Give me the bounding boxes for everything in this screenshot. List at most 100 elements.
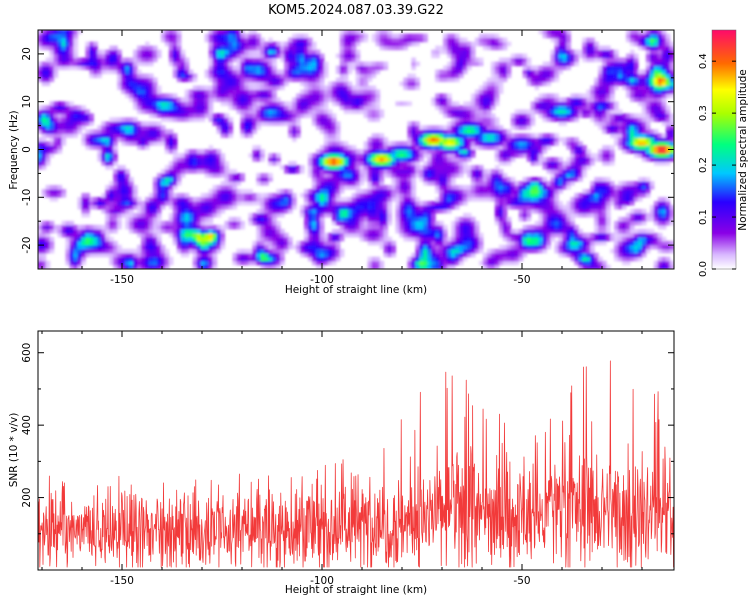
heatmap-cell: [443, 113, 448, 118]
heatmap-cell: [125, 204, 130, 210]
heatmap-cell: [129, 204, 134, 210]
heatmap-cell: [160, 137, 166, 142]
heatmap-cell: [232, 101, 238, 106]
heatmap-cell: [101, 208, 106, 214]
heatmap-cell: [208, 260, 214, 266]
heatmap-cell: [482, 177, 488, 182]
heatmap-cell: [152, 197, 158, 202]
heatmap-cell: [73, 117, 79, 122]
heatmap-cell: [490, 169, 496, 174]
heatmap-cell: [137, 141, 142, 146]
heatmap-cell: [236, 69, 242, 75]
heatmap-cell: [93, 53, 98, 59]
heatmap-cell: [470, 129, 476, 134]
heatmap-cell: [61, 121, 67, 126]
heatmap-cell: [323, 165, 329, 170]
heatmap-cell: [133, 248, 138, 254]
heatmap-cell: [176, 49, 182, 55]
heatmap-cell: [260, 181, 265, 186]
heatmap-cell: [459, 145, 464, 150]
heatmap-cell: [41, 236, 47, 242]
heatmap-cell: [502, 228, 508, 234]
heatmap-cell: [141, 121, 146, 126]
heatmap-cell: [133, 101, 138, 106]
heatmap-cell: [200, 252, 206, 258]
heatmap-cell: [164, 33, 170, 39]
heatmap-cell: [319, 61, 325, 67]
heatmap-cell: [550, 197, 556, 202]
heatmap-cell: [439, 73, 444, 79]
heatmap-cell: [41, 133, 47, 138]
heatmap-cell: [339, 248, 345, 254]
heatmap-cell: [49, 137, 55, 142]
heatmap-cell: [494, 200, 500, 206]
heatmap-cell: [109, 216, 114, 222]
heatmap-cell: [506, 57, 512, 63]
heatmap-cell: [212, 240, 218, 246]
heatmap-cell: [180, 169, 186, 174]
heatmap-cell: [371, 177, 377, 182]
heatmap-cell: [502, 41, 508, 47]
heatmap-cell: [97, 49, 102, 55]
heatmap-cell: [486, 145, 492, 150]
heatmap-cell: [208, 113, 214, 118]
heatmap-cell: [38, 41, 43, 47]
heatmap-cell: [315, 149, 321, 154]
heatmap-cell: [300, 208, 305, 214]
heatmap-cell: [490, 256, 496, 262]
heatmap-cell: [216, 197, 222, 202]
heatmap-cell: [288, 129, 293, 134]
heatmap-cell: [510, 204, 516, 210]
heatmap-cell: [474, 141, 480, 146]
heatmap-cell: [363, 85, 369, 91]
heatmap-cell: [542, 165, 548, 170]
heatmap-cell: [113, 260, 118, 266]
heatmap-cell: [264, 73, 269, 79]
heatmap-cell: [220, 240, 226, 246]
heatmap-cell: [212, 157, 218, 162]
heatmap-cell: [292, 200, 297, 206]
heatmap-cell: [455, 185, 460, 190]
heatmap-cell: [315, 53, 321, 59]
heatmap-cell: [319, 208, 325, 214]
heatmap-cell: [550, 37, 556, 43]
heatmap-cell: [85, 200, 90, 206]
heatmap-cell: [236, 57, 242, 63]
heatmap-cell: [256, 49, 261, 55]
heatmap-cell: [319, 53, 325, 59]
heatmap-cell: [387, 252, 393, 258]
heatmap-cell: [149, 197, 154, 202]
heatmap-cell: [101, 228, 106, 234]
heatmap-cell: [311, 224, 317, 230]
heatmap-cell: [355, 177, 361, 182]
heatmap-cell: [451, 153, 456, 158]
heatmap-cell: [339, 169, 345, 174]
heatmap-cell: [220, 153, 226, 158]
heatmap-cell: [470, 149, 476, 154]
heatmap-cell: [435, 161, 440, 166]
heatmap-cell: [331, 177, 337, 182]
heatmap-cell: [268, 97, 273, 102]
heatmap-cell: [296, 165, 301, 170]
heatmap-cell: [304, 197, 309, 202]
heatmap-cell: [459, 117, 464, 122]
heatmap-cell: [53, 145, 59, 150]
heatmap-cell: [204, 197, 210, 202]
heatmap-cell: [554, 165, 560, 170]
heatmap-cell: [244, 97, 249, 102]
heatmap-cell: [232, 93, 238, 99]
heatmap-cell: [308, 232, 313, 238]
heatmap-cell: [526, 149, 532, 154]
heatmap-cell: [276, 117, 281, 122]
heatmap-cell: [339, 161, 345, 166]
heatmap-cell: [220, 61, 226, 67]
heatmap-cell: [188, 220, 194, 226]
heatmap-cell: [459, 109, 464, 114]
heatmap-cell: [85, 57, 90, 63]
heatmap-cell: [272, 264, 277, 269]
heatmap-cell: [379, 228, 385, 234]
heatmap-cell: [248, 121, 253, 126]
heatmap-cell: [427, 177, 432, 182]
heatmap-cell: [467, 129, 472, 134]
heatmap-cell: [359, 161, 365, 166]
